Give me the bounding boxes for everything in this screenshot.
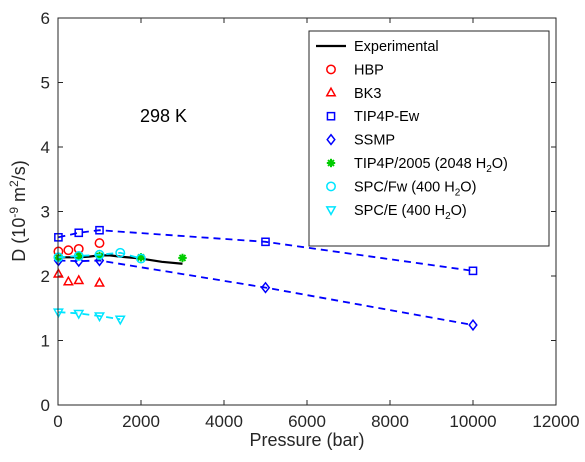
series-experimental (58, 254, 183, 265)
y-tick-label: 2 (41, 267, 50, 286)
data-point (178, 253, 187, 263)
legend-marker-swatch (326, 133, 336, 146)
y-label-tail: /s) (9, 160, 29, 180)
x-tick-label: 10000 (449, 412, 496, 431)
data-point (94, 238, 105, 249)
y-tick-label: 6 (41, 9, 50, 28)
legend-box (308, 30, 550, 247)
data-point (74, 228, 84, 238)
data-point (94, 312, 105, 323)
plot-frame (57, 17, 557, 406)
legend-item: SPC/Fw (400 H2O) (326, 179, 476, 198)
legend-label: SPC/Fw (400 H2O) (354, 179, 476, 198)
legend-label: TIP4P/2005 (2048 H2O) (354, 156, 508, 175)
legend-item: BK3 (325, 86, 381, 102)
y-tick-label: 1 (41, 332, 50, 351)
data-point (62, 275, 74, 286)
data-point (261, 237, 270, 247)
data-point (73, 274, 85, 285)
series-dashed-line (58, 311, 121, 321)
series-dashed-line (58, 251, 142, 260)
x-tick-label: 4000 (205, 412, 243, 431)
legend-marker-swatch (326, 64, 336, 75)
x-tick-label: 2000 (122, 412, 160, 431)
annotation-temperature: 298 K (140, 106, 187, 126)
legend-label: SSMP (354, 133, 395, 149)
y-tick-label: 5 (41, 74, 50, 93)
data-point (114, 315, 126, 326)
y-label-exponent-2: 2 (7, 180, 21, 187)
legend-label: HBP (354, 62, 384, 78)
legend-label: Experimental (354, 39, 439, 55)
x-tick-label: 0 (53, 412, 62, 431)
legend-item: SSMP (326, 133, 395, 149)
data-point (468, 318, 478, 332)
y-label-middle: m (9, 187, 29, 207)
x-axis-label: Pressure (bar) (249, 430, 364, 450)
series-dashed-line (58, 229, 474, 272)
axis-ticks: 0 2000 4000 6000 8000 10000 12000 0 1 2 3 4 5 6 (41, 9, 580, 431)
legend-marker-swatch (326, 158, 336, 168)
data-point (73, 251, 84, 261)
y-label-main: D (10 (9, 218, 29, 262)
data-series (52, 225, 478, 332)
x-tick-label: 12000 (532, 412, 579, 431)
data-point (95, 225, 104, 235)
data-point (94, 249, 105, 260)
legend-label: BK3 (354, 86, 381, 102)
legend-item: Experimental (316, 39, 439, 55)
data-point (260, 281, 271, 294)
series-dashed-line (58, 259, 474, 326)
legend-marker-swatch (326, 181, 336, 192)
legend-item: TIP4P/2005 (2048 H2O) (326, 156, 508, 175)
y-tick-label: 3 (41, 203, 50, 222)
legend-marker-swatch (325, 206, 337, 216)
data-point (94, 276, 105, 287)
legend-label: TIP4P-Ew (354, 109, 420, 125)
y-tick-label: 4 (41, 138, 50, 157)
legend-item: TIP4P-Ew (326, 109, 420, 125)
series-line (58, 254, 183, 265)
data-point (136, 253, 146, 264)
data-point (468, 266, 478, 276)
legend-marker-swatch (325, 86, 337, 97)
legend-item: SPC/E (400 H2O) (325, 203, 467, 222)
series-spc-fw-400-h2o- (53, 247, 146, 264)
y-axis-label: D (10-9 m2/s) (7, 160, 29, 261)
legend: Experimental HBP BK3 TIP4P-Ew SSMP TIP4P/2005… (308, 30, 550, 247)
data-point (73, 309, 85, 320)
legend-item: HBP (326, 62, 384, 78)
y-label-exponent-1: -9 (7, 207, 21, 218)
x-tick-label: 8000 (371, 412, 409, 431)
data-point (63, 245, 74, 256)
legend-label: SPC/E (400 H2O) (354, 203, 467, 222)
y-tick-label: 0 (41, 396, 50, 415)
x-tick-label: 6000 (288, 412, 326, 431)
legend-marker-swatch (326, 111, 336, 121)
data-point (115, 247, 126, 258)
